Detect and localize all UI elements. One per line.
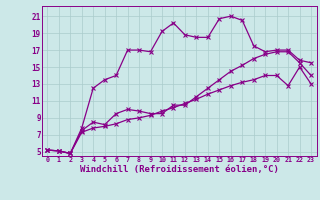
X-axis label: Windchill (Refroidissement éolien,°C): Windchill (Refroidissement éolien,°C): [80, 165, 279, 174]
